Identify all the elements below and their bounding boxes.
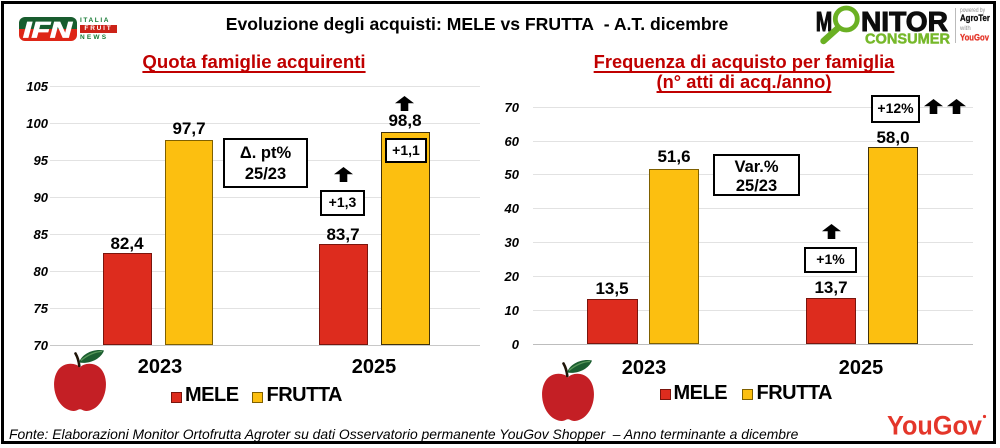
svg-text:powered by: powered by (960, 8, 985, 14)
svg-text:AgroTer: AgroTer (960, 13, 990, 24)
svg-text:YouGov: YouGov (887, 410, 982, 440)
svg-text:YouGov: YouGov (960, 33, 990, 44)
svg-text:CONSUMER: CONSUMER (865, 32, 951, 48)
svg-text:NITOR: NITOR (861, 6, 948, 37)
svg-text:M: M (816, 6, 833, 37)
svg-text:IFN: IFN (23, 18, 74, 42)
svg-text:with: with (959, 26, 971, 32)
